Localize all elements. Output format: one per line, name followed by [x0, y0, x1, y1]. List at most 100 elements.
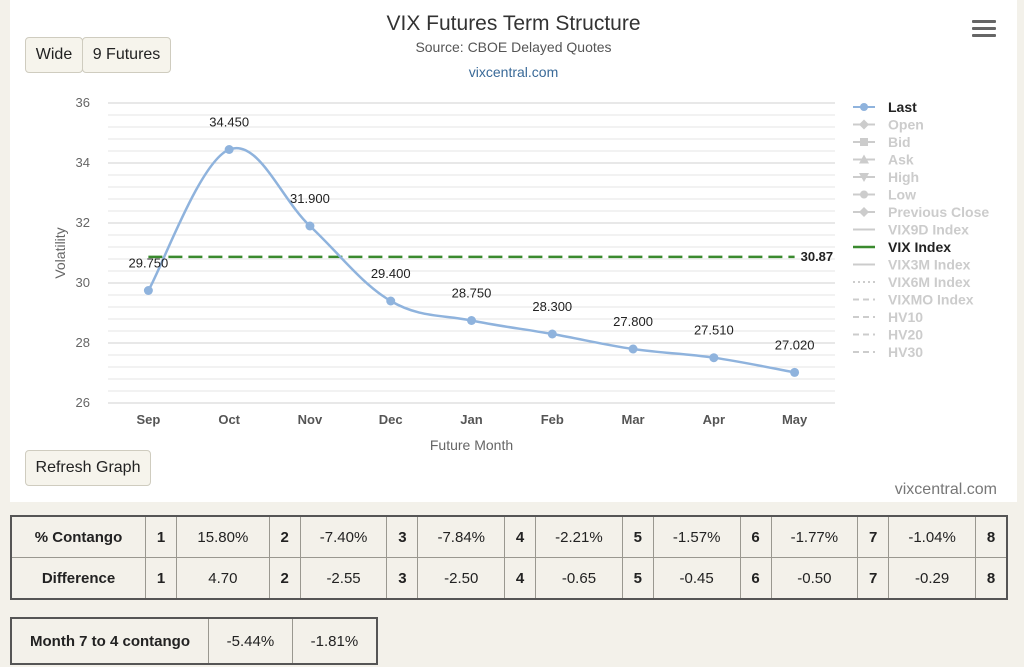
- contango-table: % Contango 1 15.80% 2 -7.40% 3 -7.84% 4 -2.21% 5-…: [10, 515, 1008, 600]
- x-tick-label-apr: Apr: [703, 412, 725, 427]
- vix-index-label: 30.87: [801, 249, 834, 264]
- table-cell: -1.04%: [888, 515, 976, 558]
- data-point-may: [790, 367, 800, 377]
- data-point-apr: [709, 353, 719, 363]
- data-label-oct: 34.450: [209, 115, 249, 130]
- table-cell: -1.77%: [770, 515, 859, 558]
- data-point-dec: [386, 296, 396, 306]
- table-cell: -1.81%: [291, 617, 378, 665]
- data-point-jan: [467, 316, 476, 325]
- legend-marker-open: [859, 119, 869, 130]
- chart-title: VIX Futures Term Structure: [386, 12, 641, 35]
- x-tick-label-dec: Dec: [379, 412, 403, 427]
- y-tick-label: 30: [76, 275, 90, 290]
- table-cell: -2.21%: [535, 515, 623, 558]
- data-point-oct: [224, 145, 234, 154]
- y-tick-label: 28: [76, 335, 90, 350]
- legend-item-last[interactable]: Last: [888, 99, 917, 115]
- table-cell: -0.65: [535, 557, 623, 600]
- y-tick-label: 34: [76, 155, 90, 170]
- table-cell: -0.45: [652, 557, 741, 600]
- month-index: 7: [857, 515, 890, 558]
- legend-item-vix9d-index[interactable]: VIX9D Index: [888, 222, 969, 238]
- row-label: % Contango: [10, 515, 146, 558]
- legend-item-vix-index[interactable]: VIX Index: [888, 239, 951, 255]
- month-index: 2: [268, 515, 301, 558]
- month-index: 1: [145, 515, 177, 558]
- data-label-mar: 27.800: [613, 314, 653, 329]
- credit-corner[interactable]: vixcentral.com: [894, 481, 997, 498]
- legend-item-vixmo-index[interactable]: VIXMO Index: [888, 292, 974, 308]
- table-cell: -0.29: [888, 557, 976, 600]
- legend-item-bid[interactable]: Bid: [888, 134, 911, 150]
- table-cell: -1.57%: [652, 515, 741, 558]
- table-cell: -5.44%: [208, 617, 293, 665]
- month-index: 8: [975, 515, 1008, 558]
- table-cell: -7.84%: [417, 515, 506, 558]
- month-index: 6: [739, 557, 772, 600]
- month-index: 8: [975, 557, 1008, 600]
- legend-item-hv10[interactable]: HV10: [888, 309, 923, 325]
- legend-item-open[interactable]: Open: [888, 117, 924, 133]
- legend-item-vix6m-index[interactable]: VIX6M Index: [888, 274, 971, 290]
- credit-link[interactable]: vixcentral.com: [468, 64, 559, 80]
- legend-item-high[interactable]: High: [888, 169, 919, 185]
- legend-marker-low: [860, 190, 868, 199]
- row-label: Difference: [10, 557, 146, 600]
- data-label-apr: 27.510: [694, 323, 734, 338]
- x-tick-label-nov: Nov: [298, 412, 323, 427]
- series-line-last: [147, 146, 795, 374]
- data-label-sep: 29.750: [129, 256, 169, 271]
- y-axis-title: Volatility: [52, 227, 68, 278]
- x-tick-label-feb: Feb: [541, 412, 564, 427]
- legend-marker-bid: [860, 138, 868, 146]
- month-index: 6: [739, 515, 772, 558]
- legend-item-ask[interactable]: Ask: [888, 152, 914, 168]
- month-index: 5: [621, 515, 654, 558]
- summary-table: Month 7 to 4 contango -5.44% -1.81%: [10, 617, 378, 665]
- legend-marker-ask: [859, 154, 869, 164]
- data-label-may: 27.020: [775, 337, 815, 352]
- legend-marker-previous-close: [859, 207, 869, 217]
- legend-item-vix3m-index[interactable]: VIX3M Index: [888, 257, 971, 273]
- data-point-nov: [305, 221, 315, 231]
- legend-item-hv20[interactable]: HV20: [888, 327, 923, 343]
- data-point-mar: [628, 344, 638, 354]
- table-cell: 15.80%: [176, 515, 270, 558]
- chart-panel: VIX Futures Term Structure Source: CBOE …: [10, 0, 1017, 502]
- month-index: 5: [621, 557, 654, 600]
- legend-item-previous-close[interactable]: Previous Close: [888, 204, 989, 220]
- legend-item-hv30[interactable]: HV30: [888, 344, 923, 360]
- data-point-feb: [547, 329, 557, 339]
- table-cell: -0.50: [770, 557, 859, 600]
- legend-marker-last: [860, 103, 868, 111]
- legend-item-low[interactable]: Low: [888, 187, 916, 203]
- month-index: 1: [145, 557, 177, 600]
- month-index: 2: [268, 557, 301, 600]
- wide-button[interactable]: Wide: [25, 37, 83, 73]
- table-row: % Contango 1 15.80% 2 -7.40% 3 -7.84% 4 -2.21% 5-…: [10, 515, 1008, 558]
- row-label: Month 7 to 4 contango: [10, 617, 209, 665]
- month-index: 3: [386, 557, 419, 600]
- x-axis-title: Future Month: [430, 437, 513, 453]
- table-row: Month 7 to 4 contango -5.44% -1.81%: [10, 617, 378, 665]
- x-tick-label-jan: Jan: [460, 412, 482, 427]
- term-structure-chart: 26 28 30 32 34 36 Sep Oct Nov Dec Jan Feb Mar Apr May F…: [52, 95, 989, 453]
- futures-count-button[interactable]: 9 Futures: [82, 37, 171, 73]
- data-label-dec: 29.400: [371, 266, 411, 281]
- x-tick-label-sep: Sep: [136, 412, 160, 427]
- table-cell: -7.40%: [299, 515, 388, 558]
- month-index: 3: [386, 515, 419, 558]
- table-row: Difference 1 4.70 2 -2.55 3 -2.50 4 -0.65 5 -0.45 6…: [10, 557, 1008, 600]
- y-tick-label: 36: [76, 95, 90, 110]
- x-tick-label-mar: Mar: [621, 412, 644, 427]
- hamburger-menu-icon[interactable]: [972, 20, 996, 38]
- table-cell: -2.55: [299, 557, 388, 600]
- refresh-graph-button[interactable]: Refresh Graph: [25, 450, 151, 486]
- month-index: 7: [857, 557, 890, 600]
- chart-subtitle: Source: CBOE Delayed Quotes: [415, 39, 612, 55]
- y-tick-label: 32: [76, 215, 90, 230]
- legend-marker-high: [859, 173, 869, 182]
- x-tick-label-oct: Oct: [218, 412, 240, 427]
- y-tick-label: 26: [76, 395, 90, 410]
